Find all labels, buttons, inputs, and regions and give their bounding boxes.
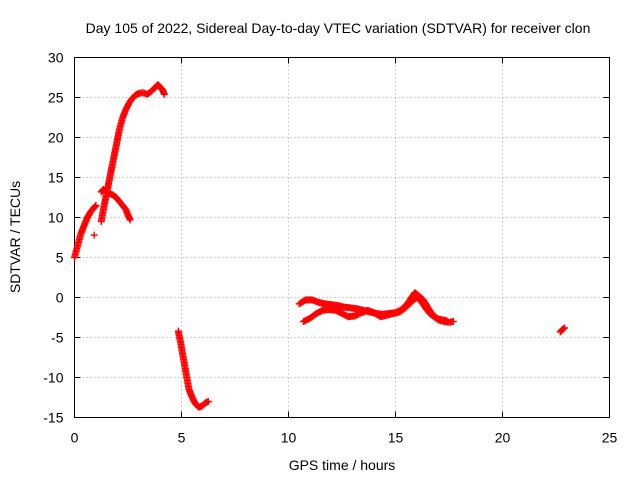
x-tick-label: 15 <box>388 430 404 446</box>
y-tick-label: 15 <box>48 170 64 186</box>
x-tick-label: 25 <box>602 430 618 446</box>
y-tick-label: -10 <box>43 370 63 386</box>
series-arc-1 <box>71 202 100 261</box>
y-tick-label: 20 <box>48 130 64 146</box>
data-point <box>92 202 100 209</box>
data-point <box>91 202 99 210</box>
x-tick-label: 5 <box>178 430 186 446</box>
data-point <box>561 324 569 332</box>
data-point <box>90 231 98 239</box>
y-tick-label: -5 <box>51 330 64 346</box>
data-point <box>160 90 168 98</box>
y-tick-label: -15 <box>43 410 63 426</box>
series-arc-3 <box>97 186 134 224</box>
x-tick-label: 10 <box>281 430 297 446</box>
data-point <box>443 317 451 325</box>
series-arc-6 <box>299 294 451 325</box>
series-arc-4 <box>174 327 212 411</box>
x-tick-label: 0 <box>71 430 79 446</box>
series-arc-7 <box>556 324 569 336</box>
y-tick-label: 30 <box>48 50 64 66</box>
grid <box>74 57 610 418</box>
data-point <box>126 216 134 224</box>
y-tick-label: 10 <box>48 210 64 226</box>
y-tick-label: 25 <box>48 90 64 106</box>
y-tick-label: 5 <box>56 250 64 266</box>
plot-frame <box>74 57 610 418</box>
series-arc-5 <box>295 289 457 326</box>
data-points <box>71 81 569 411</box>
y-tick-label: 0 <box>56 290 64 306</box>
data-point <box>204 398 212 405</box>
data-point <box>559 325 567 333</box>
data-point <box>449 318 457 325</box>
x-tick-label: 20 <box>495 430 511 446</box>
data-point <box>90 203 98 211</box>
y-axis-title: SDTVAR / TECUs <box>7 181 23 293</box>
series-arc-2 <box>97 81 168 225</box>
chart-title: Day 105 of 2022, Sidereal Day-to-day VTE… <box>86 20 591 36</box>
series-arc-1-outlier <box>90 231 98 239</box>
x-axis-title: GPS time / hours <box>289 457 396 473</box>
axis-ticks: 0 5 10 15 20 25 -15 -10 -5 0 5 10 15 20 25 30 <box>43 50 617 446</box>
